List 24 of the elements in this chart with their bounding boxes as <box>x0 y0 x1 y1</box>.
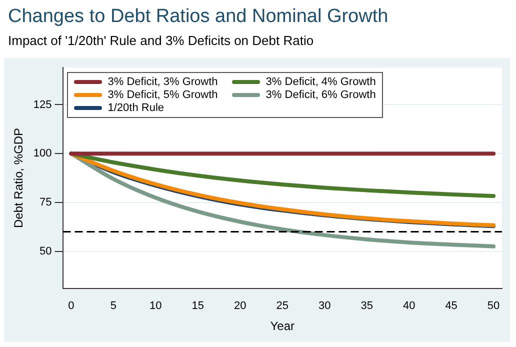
y-axis-title: Debt Ratio, %GDP <box>12 128 26 228</box>
chart-subtitle: Impact of '1/20th' Rule and 3% Deficits on Debt Ratio <box>8 33 314 48</box>
x-tick-label: 40 <box>402 300 416 312</box>
y-tick-label: 100 <box>33 148 52 160</box>
x-tick-label: 50 <box>487 300 500 312</box>
x-tick-label: 15 <box>192 300 204 312</box>
x-axis-title: Year <box>270 319 294 334</box>
legend-label: 3% Deficit, 4% Growth <box>266 76 376 88</box>
y-tick-label: 50 <box>40 245 52 258</box>
x-tick-label: 0 <box>68 300 74 312</box>
legend-label: 3% Deficit, 6% Growth <box>266 88 376 101</box>
y-tick-label: 125 <box>33 98 52 111</box>
x-tick-label: 35 <box>360 300 373 312</box>
x-tick-label: 5 <box>110 300 116 312</box>
x-tick-label: 30 <box>318 300 331 312</box>
legend-label: 3% Deficit, 5% Growth <box>108 88 218 101</box>
x-tick-label: 20 <box>234 300 246 312</box>
legend-label: 3% Deficit, 3% Growth <box>108 76 218 88</box>
legend-label: 1/20th Rule <box>108 102 164 114</box>
y-tick-label: 75 <box>40 196 52 208</box>
chart-title: Changes to Debt Ratios and Nominal Growth <box>8 6 388 28</box>
x-tick-label: 45 <box>445 300 458 312</box>
x-tick-label: 25 <box>276 300 288 312</box>
x-tick-label: 10 <box>150 300 162 312</box>
